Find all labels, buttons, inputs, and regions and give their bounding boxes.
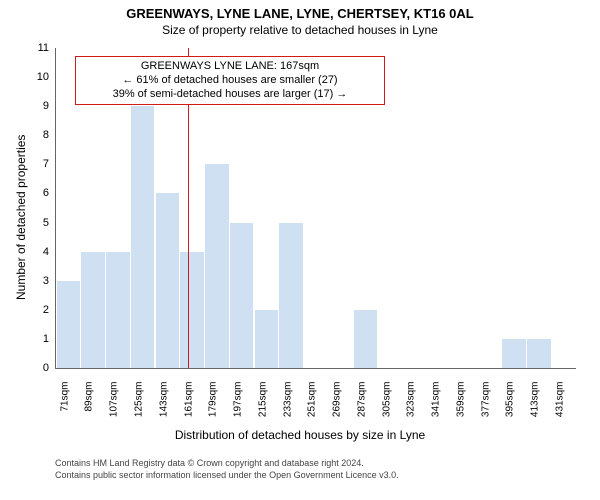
annotation-box: GREENWAYS LYNE LANE: 167sqm ← 61% of det… (75, 56, 385, 105)
chart-subtitle: Size of property relative to detached ho… (0, 23, 600, 37)
y-tick-label: 3 (29, 275, 49, 287)
histogram-bar (279, 223, 303, 368)
y-tick-label: 5 (29, 217, 49, 229)
y-tick-label: 4 (29, 246, 49, 258)
histogram-bar (354, 310, 378, 368)
histogram-bar (205, 164, 229, 368)
footer-line1: Contains HM Land Registry data © Crown c… (55, 458, 399, 470)
histogram-bar (180, 252, 204, 368)
y-tick-label: 6 (29, 187, 49, 199)
histogram-bar (131, 106, 155, 368)
histogram-bar (502, 339, 526, 368)
y-tick-label: 11 (29, 42, 49, 54)
annotation-line3: 39% of semi-detached houses are larger (… (82, 88, 378, 102)
y-tick-label: 0 (29, 362, 49, 374)
histogram-bar (106, 252, 130, 368)
y-tick-label: 7 (29, 158, 49, 170)
footer-line2: Contains public sector information licen… (55, 470, 399, 482)
annotation-line1: GREENWAYS LYNE LANE: 167sqm (82, 60, 378, 74)
y-axis-label: Number of detached properties (14, 135, 28, 300)
y-tick-label: 8 (29, 129, 49, 141)
y-tick-label: 10 (29, 71, 49, 83)
histogram-bar (255, 310, 279, 368)
y-tick-label: 9 (29, 100, 49, 112)
histogram-bar (57, 281, 81, 368)
histogram-bar (81, 252, 105, 368)
chart-title: GREENWAYS, LYNE LANE, LYNE, CHERTSEY, KT… (0, 0, 600, 21)
histogram-bar (230, 223, 254, 368)
footer: Contains HM Land Registry data © Crown c… (55, 458, 399, 481)
y-tick-label: 1 (29, 333, 49, 345)
histogram-bar (156, 193, 180, 368)
x-axis-label: Distribution of detached houses by size … (0, 428, 600, 442)
annotation-line2: ← 61% of detached houses are smaller (27… (82, 74, 378, 88)
histogram-bar (527, 339, 551, 368)
chart-container: GREENWAYS, LYNE LANE, LYNE, CHERTSEY, KT… (0, 0, 600, 500)
y-tick-label: 2 (29, 304, 49, 316)
